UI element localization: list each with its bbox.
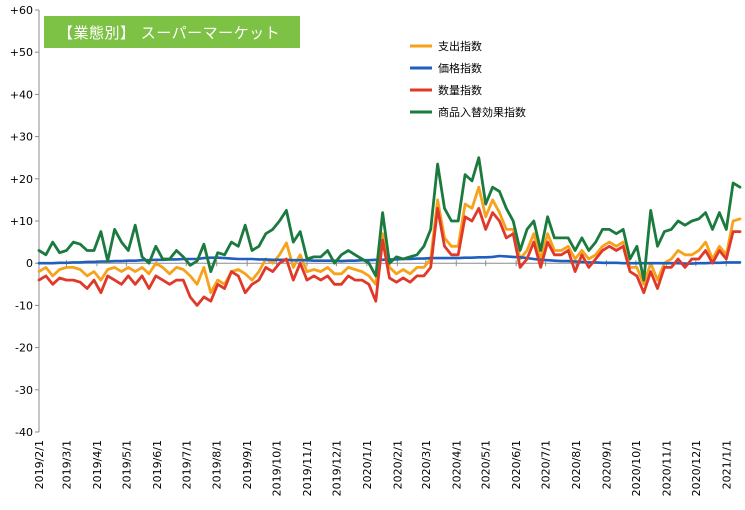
y-tick-label: +40: [10, 88, 33, 101]
y-axis: -40 -30 -20 -10 0 +10 +20 +30 +40 +50 +60: [10, 4, 40, 439]
x-tick-label: 2020/7/1: [540, 440, 553, 489]
series-line: [37, 185, 742, 295]
x-tick-label: 2020/2/1: [391, 440, 404, 489]
x-tick-label: 2019/11/1: [301, 440, 314, 496]
x-tick-label: 2019/3/1: [60, 440, 73, 489]
series-line: [37, 206, 742, 307]
y-tick-label: -40: [15, 426, 33, 439]
x-tick-label: 2019/7/1: [180, 440, 193, 489]
x-tick-label: 2019/10/1: [271, 440, 284, 496]
legend-label: 商品入替効果指数: [438, 105, 526, 119]
series-line: [37, 156, 742, 282]
x-tick-label: 2019/9/1: [241, 440, 254, 489]
x-tick-label: 2019/2/1: [33, 440, 46, 489]
x-tick-label: 2019/6/1: [151, 440, 164, 489]
legend-label: 支出指数: [438, 39, 482, 53]
y-tick-label: +20: [10, 173, 33, 186]
x-tick-label: 2020/1/1: [361, 440, 374, 489]
x-tick-label: 2020/11/1: [660, 440, 673, 496]
y-tick-label: -20: [15, 342, 33, 355]
x-tick-label: 2020/8/1: [570, 440, 583, 489]
y-tick-label: +10: [10, 215, 33, 228]
y-tick-label: -30: [15, 384, 33, 397]
x-tick-label: 2020/3/1: [420, 440, 433, 489]
y-tick-label: +30: [10, 131, 33, 144]
x-tick-label: 2020/6/1: [510, 440, 523, 489]
series-lines: [37, 156, 742, 307]
x-axis: 2019/2/1 2019/3/1 2019/4/1 2019/5/1 2019/6/1…: [33, 260, 740, 496]
x-tick-label: 2020/12/1: [690, 440, 703, 496]
category-badge: 【業態別】 スーパーマーケット: [44, 16, 300, 48]
x-tick-label: 2019/12/1: [330, 440, 343, 496]
x-tick-label: 2020/5/1: [480, 440, 493, 489]
x-tick-label: 2020/4/1: [450, 440, 463, 489]
legend-label: 価格指数: [438, 61, 482, 75]
legend-label: 数量指数: [438, 83, 482, 97]
x-tick-label: 2020/9/1: [600, 440, 613, 489]
x-tick-label: 2020/10/1: [630, 440, 643, 496]
x-tick-label: 2019/5/1: [120, 440, 133, 489]
y-tick-label: 0: [26, 257, 33, 270]
y-tick-label: +60: [10, 4, 33, 17]
y-tick-label: -10: [15, 299, 33, 312]
x-tick-label: 2019/8/1: [211, 440, 224, 489]
x-tick-label: 2019/4/1: [91, 440, 104, 489]
x-tick-label: 2021/1/1: [720, 440, 733, 489]
y-tick-label: +50: [10, 46, 33, 59]
